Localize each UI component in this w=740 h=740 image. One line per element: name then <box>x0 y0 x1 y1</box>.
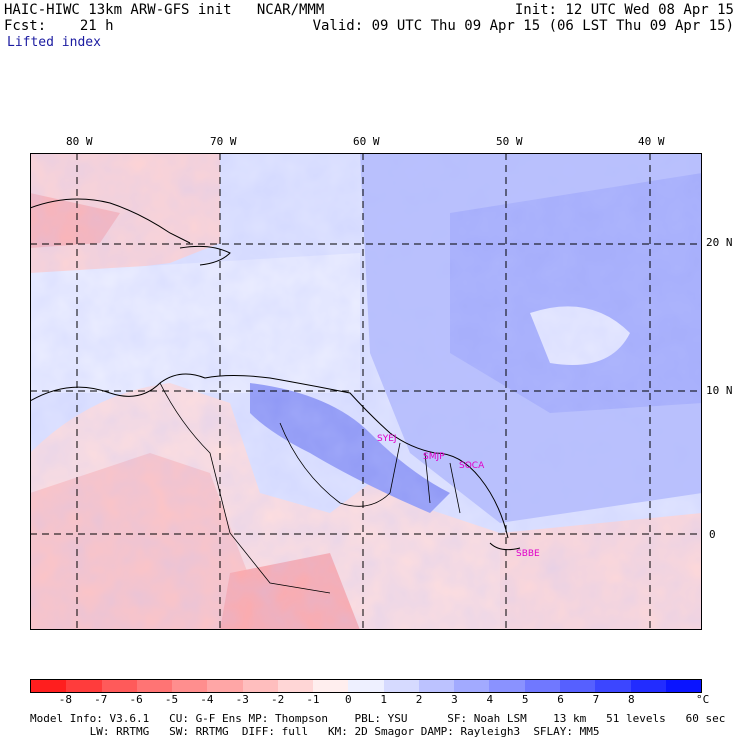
station-label-syej: SYEJ <box>377 434 397 444</box>
colorbar-tick-label: -2 <box>270 693 285 706</box>
colorbar-segment <box>207 680 243 692</box>
suriname-border <box>424 452 431 504</box>
model-title: HAIC-HIWC 13km ARW-GFS init NCAR/MMM <box>4 2 325 18</box>
colorbar-tick-label: -8 <box>58 693 72 706</box>
map-canvas: SYEJ SMJP SOCA SBBE <box>30 153 702 630</box>
colorbar-segment <box>383 680 419 692</box>
colorbar-tick-label: 6 <box>557 693 564 706</box>
colorbar-segment <box>454 680 490 692</box>
french-guiana-border <box>449 462 461 514</box>
colorbar-segment <box>418 680 455 692</box>
colorbar <box>30 679 702 693</box>
south-america-north-coast <box>30 373 509 539</box>
colorbar-segment <box>595 680 631 692</box>
lifted-index-map: SYEJ SMJP SOCA SBBE <box>30 153 702 630</box>
colorbar-tick-label: 2 <box>415 693 423 706</box>
lat-label-20n: 20 N <box>706 236 733 249</box>
colorbar-segment <box>66 680 102 692</box>
colorbar-tick-label: -3 <box>235 693 249 706</box>
colorbar-tick-label: -4 <box>200 693 214 706</box>
coastlines <box>30 198 521 551</box>
colorbar-segment <box>348 680 384 692</box>
colorbar-tick-label: 0 <box>345 693 352 706</box>
station-label-sbbe: SBBE <box>516 549 540 559</box>
colorbar-tick-label: 5 <box>521 693 529 706</box>
colorbar-segment <box>313 680 349 692</box>
colorbar-segment <box>136 680 173 692</box>
colorbar-tick-label: 1 <box>380 693 387 706</box>
colorbar-tick-label: 8 <box>627 693 635 706</box>
colorbar-tick-label: 7 <box>592 693 600 706</box>
lat-label-0: 0 <box>709 528 716 541</box>
station-label-smjp: SMJP <box>423 452 445 462</box>
model-info-line2: LW: RRTMG SW: RRTMG DIFF: full KM: 2D Sm… <box>30 725 600 738</box>
station-label-soca: SOCA <box>459 461 485 471</box>
colorbar-segment <box>665 680 702 692</box>
colombia-border <box>159 382 331 594</box>
colorbar-segment <box>172 680 208 692</box>
colorbar-segment <box>489 680 525 692</box>
amazon-mouth <box>489 542 521 551</box>
colorbar-tick-label: 3 <box>451 693 458 706</box>
field-name: Lifted index <box>7 35 101 50</box>
model-info-line1: Model Info: V3.6.1 CU: G-F Ens MP: Thomp… <box>30 712 726 725</box>
colorbar-segment <box>524 680 560 692</box>
colorbar-tick-label: -6 <box>129 693 143 706</box>
colorbar-segment <box>559 680 596 692</box>
colorbar-segment <box>31 680 67 692</box>
graticule <box>30 153 702 630</box>
lon-label-50w: 50 W <box>496 135 523 148</box>
colorbar-tick-label: 4 <box>486 693 494 706</box>
hispaniola-coast <box>179 245 231 266</box>
lon-label-40w: 40 W <box>638 135 665 148</box>
lat-label-10n: 10 N <box>706 384 733 397</box>
lon-label-70w: 70 W <box>210 135 237 148</box>
cuba-coast <box>30 198 191 244</box>
map-frame <box>30 153 702 630</box>
colorbar-tick-label: -5 <box>164 693 179 706</box>
colorbar-unit: °C <box>696 693 710 706</box>
forecast-hour: Fcst: 21 h <box>4 18 114 34</box>
colorbar-tick-label: -7 <box>94 693 108 706</box>
colorbar-segment <box>630 680 666 692</box>
colorbar-tick-label: -1 <box>306 693 320 706</box>
borders <box>159 382 461 594</box>
colorbar-segment <box>242 680 278 692</box>
colorbar-segment <box>277 680 314 692</box>
guyana-border <box>389 442 401 494</box>
lon-label-60w: 60 W <box>353 135 380 148</box>
lon-label-80w: 80 W <box>66 135 93 148</box>
valid-time: Valid: 09 UTC Thu 09 Apr 15 (06 LST Thu … <box>312 18 734 34</box>
venezuela-border <box>279 422 391 507</box>
init-time: Init: 12 UTC Wed 08 Apr 15 <box>514 2 734 18</box>
colorbar-segment <box>101 680 137 692</box>
